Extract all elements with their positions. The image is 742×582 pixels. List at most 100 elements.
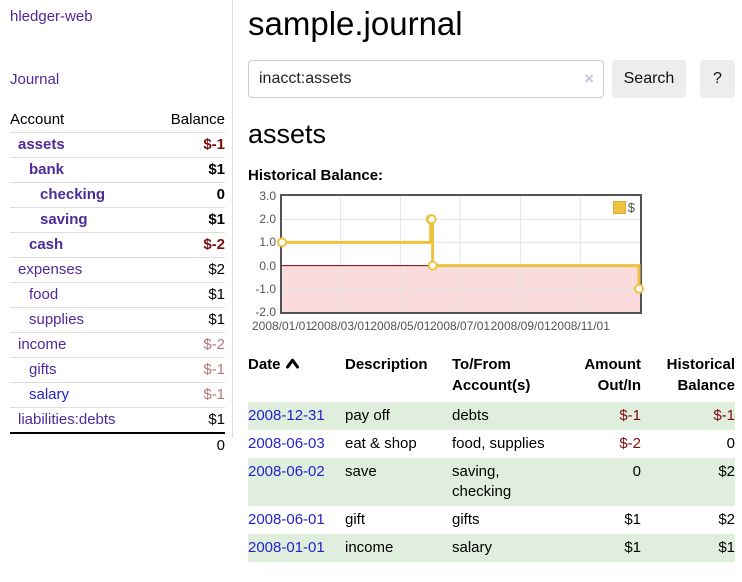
date-column-header[interactable]: Date xyxy=(248,352,345,402)
account-link[interactable]: saving xyxy=(40,211,88,228)
y-axis-tick-label: -2.0 xyxy=(255,305,276,319)
transaction-description: gift xyxy=(345,511,366,528)
transactions-table: Date Description To/From Account(s) Amou… xyxy=(248,352,735,562)
transactions-table-body: 2008-12-31 pay off debts $-1 $-1 2008-06-03 ea… xyxy=(248,402,735,562)
account-row: supplies $1 xyxy=(10,307,225,333)
x-axis-tick-label: 2008/11/01 xyxy=(550,319,610,333)
account-balance: $1 xyxy=(152,307,225,333)
account-balance: $1 xyxy=(152,407,225,434)
historical-balance-column-header: Historical Balance xyxy=(666,356,735,394)
account-row: checking 0 xyxy=(10,182,225,208)
search-input-wrap: × xyxy=(248,60,604,98)
account-row: food $1 xyxy=(10,282,225,308)
sidebar: hledger-web Journal Account Balance asse… xyxy=(0,0,233,458)
app-title-link[interactable]: hledger-web xyxy=(10,8,93,25)
y-axis-tick-label: 2.0 xyxy=(259,212,276,227)
account-link[interactable]: gifts xyxy=(29,361,57,378)
y-axis-tick-label: 3.0 xyxy=(259,189,276,203)
transaction-accounts: gifts xyxy=(452,511,480,528)
transaction-date-link[interactable]: 2008-01-01 xyxy=(248,539,325,556)
account-link[interactable]: cash xyxy=(29,236,64,253)
x-axis-tick-label: 2008/05/01 xyxy=(370,319,431,333)
accounts-total-value: 0 xyxy=(152,432,225,458)
sidebar-item-journal[interactable]: Journal xyxy=(10,71,60,88)
account-row: salary $-1 xyxy=(10,382,225,408)
account-row: cash $-2 xyxy=(10,232,225,258)
account-balance: $-2 xyxy=(152,332,225,358)
transaction-balance: $2 xyxy=(718,511,735,528)
account-row: gifts $-1 xyxy=(10,357,225,383)
transaction-row: 2008-06-01 gift gifts $1 $2 xyxy=(248,506,735,534)
account-balance: 0 xyxy=(152,182,225,208)
transaction-balance: 0 xyxy=(726,435,735,452)
chart-series-svg xyxy=(277,196,645,312)
chart-legend: $ xyxy=(610,199,637,216)
transaction-accounts: debts xyxy=(452,402,560,430)
account-link[interactable]: supplies xyxy=(29,311,85,328)
transaction-balance: $2 xyxy=(641,458,735,506)
account-balance: $1 xyxy=(152,157,225,183)
transaction-amount: $-2 xyxy=(619,435,641,452)
page-title: sample.journal xyxy=(248,5,463,42)
account-balance: $-1 xyxy=(152,382,225,408)
transaction-description: pay off xyxy=(345,402,452,430)
transaction-row: 2008-06-03 eat & shop food, supplies $-2 0 xyxy=(248,430,735,458)
transaction-amount: $-1 xyxy=(560,402,641,430)
sort-ascending-icon[interactable] xyxy=(285,354,299,375)
transactions-header-row: Date Description To/From Account(s) Amou… xyxy=(248,352,735,402)
transaction-description: income xyxy=(345,534,452,562)
transaction-amount: $1 xyxy=(560,534,641,562)
account-balance: $1 xyxy=(152,282,225,308)
help-button[interactable]: ? xyxy=(699,60,735,98)
accounts-table: Account Balance assets $-1 bank $1 checking 0… xyxy=(10,108,225,458)
account-link[interactable]: income xyxy=(18,336,67,353)
account-row: expenses $2 xyxy=(10,257,225,283)
accounts-table-body: assets $-1 bank $1 checking 0 saving $1 cash $-2 e… xyxy=(10,132,225,434)
account-heading: assets xyxy=(248,119,327,149)
transaction-date-link[interactable]: 2008-06-02 xyxy=(248,463,325,480)
x-axis-tick-label: 2008/03/01 xyxy=(310,319,371,333)
account-balance: $-1 xyxy=(152,357,225,383)
account-link[interactable]: bank xyxy=(29,161,65,178)
transaction-date-link[interactable]: 2008-12-31 xyxy=(248,407,325,424)
sidebar-divider xyxy=(232,0,233,438)
transaction-description: eat & shop xyxy=(345,435,417,452)
historical-balance-chart: $ 3.0 2.0 1.0 0.0 -1.0 -2.0 2008/01/01 2008/03/… xyxy=(248,189,735,340)
account-row: saving $1 xyxy=(10,207,225,233)
legend-swatch-icon xyxy=(612,201,626,214)
transaction-accounts: food, supplies xyxy=(452,435,545,452)
account-row: income $-2 xyxy=(10,332,225,358)
accounts-column-header-tx: To/From Account(s) xyxy=(452,356,531,394)
account-link[interactable]: expenses xyxy=(18,261,83,278)
x-axis-tick-label: 2008/07/01 xyxy=(429,319,491,333)
transaction-row: 2008-12-31 pay off debts $-1 $-1 xyxy=(248,402,735,430)
search-input[interactable] xyxy=(248,60,604,98)
search-button[interactable]: Search xyxy=(612,60,686,98)
transaction-row: 2008-06-02 save saving, checking 0 $2 xyxy=(248,458,735,506)
account-link[interactable]: checking xyxy=(40,186,106,203)
clear-search-icon[interactable]: × xyxy=(584,69,594,88)
account-link[interactable]: assets xyxy=(18,136,65,153)
account-row: liabilities:debts $1 xyxy=(10,407,225,434)
transaction-balance: $-1 xyxy=(641,402,735,430)
transaction-amount: 0 xyxy=(560,458,641,506)
amount-column-header: Amount Out/In xyxy=(584,356,641,394)
balance-column-header: Balance xyxy=(152,108,225,133)
description-column-header: Description xyxy=(345,356,428,373)
account-balance: $-1 xyxy=(152,132,225,158)
accounts-table-header-row: Account Balance xyxy=(10,108,225,133)
accounts-column-header: Account xyxy=(10,108,153,133)
account-row: assets $-1 xyxy=(10,132,225,158)
accounts-total-spacer xyxy=(10,432,153,458)
legend-series-label: $ xyxy=(627,200,635,215)
x-axis-tick-label: 2008/01/01 xyxy=(251,319,313,333)
account-link[interactable]: food xyxy=(29,286,59,303)
transaction-date-link[interactable]: 2008-06-01 xyxy=(248,511,325,528)
account-link[interactable]: salary xyxy=(29,386,70,403)
account-link[interactable]: liabilities:debts xyxy=(18,411,116,428)
transaction-description: save xyxy=(345,458,452,506)
chart-plot-area: $ xyxy=(277,194,645,314)
chart-label: Historical Balance: xyxy=(248,167,384,184)
transaction-date-link[interactable]: 2008-06-03 xyxy=(248,435,325,452)
transaction-accounts: salary xyxy=(452,534,560,562)
